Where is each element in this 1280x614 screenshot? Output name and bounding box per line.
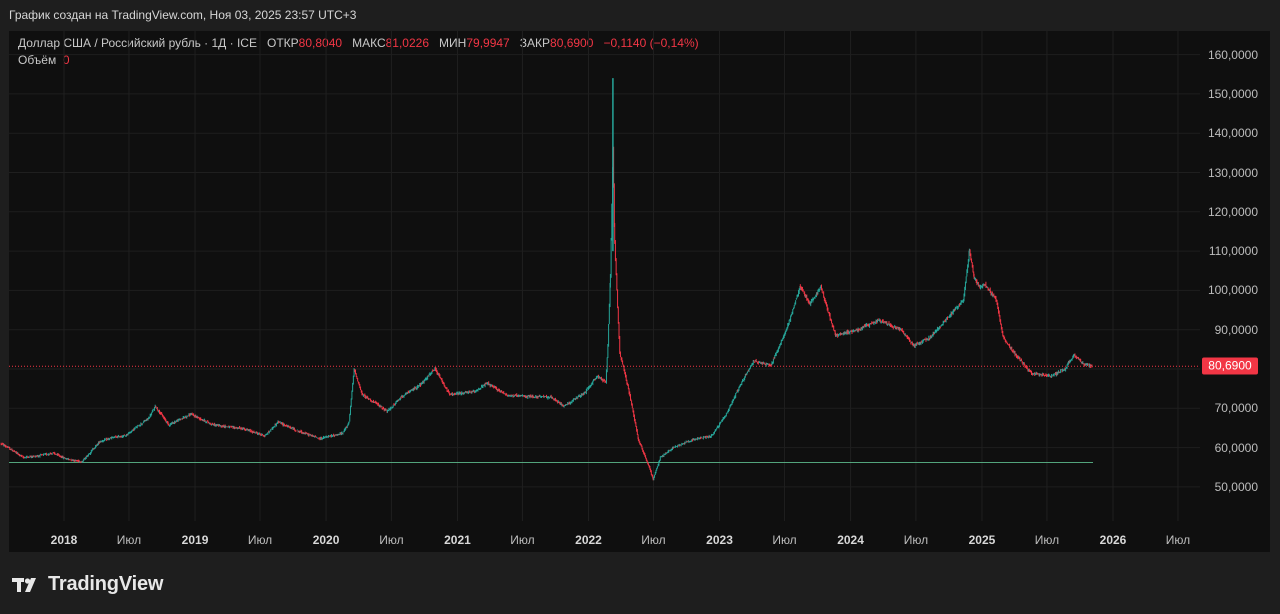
time-axis-label: Июл: [116, 533, 142, 547]
price-axis-label: 100,0000: [1207, 283, 1258, 298]
low-value: 79,9947: [466, 36, 510, 50]
time-axis-label: Июл: [1165, 533, 1191, 547]
time-axis-label: 2023: [706, 533, 733, 547]
price-axis-label: 90,0000: [1214, 322, 1258, 337]
time-axis-label: 2026: [1099, 533, 1127, 547]
price-axis-label: 70,0000: [1214, 401, 1258, 416]
time-axis-label: Июл: [903, 533, 929, 547]
brand-name: TradingView: [48, 572, 164, 595]
open-value: 80,8040: [298, 36, 343, 50]
time-axis-label: Июл: [510, 533, 535, 547]
time-axis-label: Июл: [379, 533, 404, 547]
price-axis-label: 140,0000: [1207, 126, 1258, 141]
time-axis-label: 2024: [837, 533, 864, 547]
tradingview-logo[interactable]: TradingView: [12, 571, 163, 597]
price-axis-label: 130,0000: [1207, 165, 1258, 180]
chart-panel[interactable]: Доллар США / Российский рубль · 1Д · ICE…: [9, 31, 1270, 552]
open-label: ОТКР: [267, 36, 299, 50]
change-value: −0,1140 (−0,14%): [603, 36, 699, 50]
volume-label: Объём: [18, 53, 57, 67]
time-axis-label: Июл: [1034, 533, 1060, 547]
time-axis-label: 2022: [575, 533, 602, 547]
volume-value: 0: [62, 53, 70, 67]
close-label: ЗАКР: [519, 36, 551, 50]
close-value: 80,6900: [550, 36, 594, 50]
time-axis-label: 2020: [312, 533, 340, 547]
time-axis-label: 2021: [444, 533, 471, 547]
last-price-badge: 80,6900: [1202, 357, 1258, 375]
time-axis-label: 2018: [50, 533, 78, 547]
price-axis-label: 110,0000: [1208, 244, 1258, 259]
time-axis-label: 2025: [968, 533, 996, 547]
price-axis-label: 120,0000: [1207, 204, 1258, 219]
time-axis-label: 2019: [181, 533, 209, 547]
price-axis-label: 150,0000: [1207, 86, 1258, 101]
ohlc-legend: Доллар США / Российский рубль · 1Д · ICE…: [18, 36, 699, 50]
price-axis-label: 50,0000: [1214, 479, 1258, 494]
time-axis-label: Июл: [641, 533, 666, 547]
low-label: МИН: [439, 36, 467, 50]
symbol-label: Доллар США / Российский рубль · 1Д · ICE: [18, 36, 257, 50]
high-label: МАКС: [352, 36, 386, 50]
chart-caption: График создан на TradingView.com, Ноя 03…: [9, 8, 357, 22]
time-axis-label: Июл: [247, 533, 273, 547]
time-axis-label: Июл: [772, 533, 797, 547]
price-axis-label: 160,0000: [1207, 47, 1258, 62]
tradingview-logo-icon: [12, 578, 36, 592]
price-axis-label: 60,0000: [1214, 440, 1258, 455]
high-value: 81,0226: [385, 36, 430, 50]
volume-legend: Объём 0: [18, 53, 70, 67]
